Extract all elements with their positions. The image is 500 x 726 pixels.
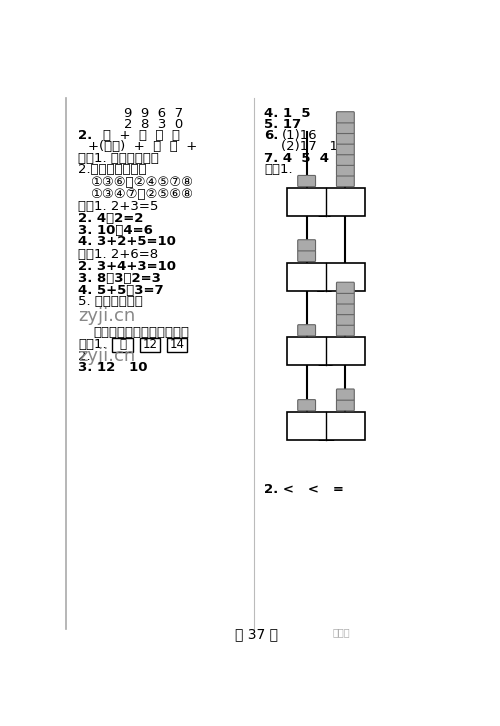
Text: 2.: 2. bbox=[78, 129, 92, 142]
Text: 9  9  6  7: 9 9 6 7 bbox=[124, 107, 184, 121]
Text: 个: 个 bbox=[342, 272, 348, 282]
Text: －  +  －  －  －: － + － － － bbox=[103, 129, 180, 142]
Text: ①③④⑦、②⑤⑥⑧: ①③④⑦、②⑤⑥⑧ bbox=[90, 188, 192, 201]
Text: 2. 3+4+3=10: 2. 3+4+3=10 bbox=[78, 260, 176, 273]
FancyBboxPatch shape bbox=[298, 176, 316, 187]
Text: 四: 四 bbox=[119, 338, 126, 351]
Text: zyji.cn: zyji.cn bbox=[78, 307, 135, 325]
Bar bbox=[287, 263, 365, 290]
Text: 四、1. 自己连一连。: 四、1. 自己连一连。 bbox=[78, 152, 159, 166]
Text: 个: 个 bbox=[342, 346, 348, 356]
Text: 十: 十 bbox=[304, 346, 310, 356]
Text: 答案圈: 答案圈 bbox=[332, 627, 350, 637]
Text: 2. 4－2=2: 2. 4－2=2 bbox=[78, 212, 144, 225]
FancyBboxPatch shape bbox=[298, 250, 316, 261]
FancyBboxPatch shape bbox=[298, 399, 316, 411]
Text: zyji.cn: zyji.cn bbox=[78, 347, 135, 365]
FancyBboxPatch shape bbox=[336, 133, 354, 144]
Text: 3. 12   10: 3. 12 10 bbox=[78, 362, 148, 374]
FancyBboxPatch shape bbox=[336, 144, 354, 155]
FancyBboxPatch shape bbox=[336, 389, 354, 400]
FancyBboxPatch shape bbox=[336, 154, 354, 166]
Text: 2  8  3  0: 2 8 3 0 bbox=[124, 118, 184, 131]
Text: 个: 个 bbox=[342, 421, 348, 431]
Text: 14: 14 bbox=[170, 338, 184, 351]
FancyBboxPatch shape bbox=[336, 325, 354, 336]
Text: 2.（答案不唯一）: 2.（答案不唯一） bbox=[78, 163, 146, 176]
Text: 十: 十 bbox=[304, 272, 310, 282]
Text: 20: 20 bbox=[316, 281, 336, 295]
Text: 十: 十 bbox=[304, 421, 310, 431]
FancyBboxPatch shape bbox=[298, 240, 316, 251]
Bar bbox=[140, 338, 160, 352]
Text: 4. 3+2+5=10: 4. 3+2+5=10 bbox=[78, 235, 176, 248]
FancyBboxPatch shape bbox=[336, 176, 354, 187]
Text: 6.: 6. bbox=[264, 129, 278, 142]
Text: 12: 12 bbox=[142, 338, 157, 351]
Text: 个: 个 bbox=[342, 197, 348, 207]
Text: 4. 1  5: 4. 1 5 bbox=[264, 107, 310, 121]
Text: ①③⑥、②④⑤⑦⑧: ①③⑥、②④⑤⑦⑧ bbox=[90, 176, 192, 189]
Text: (2)17   13: (2)17 13 bbox=[282, 140, 347, 153]
FancyBboxPatch shape bbox=[336, 303, 354, 314]
Bar bbox=[166, 338, 187, 352]
Text: 二、1.: 二、1. bbox=[264, 163, 292, 176]
Bar bbox=[287, 188, 365, 216]
Text: 十: 十 bbox=[304, 197, 310, 207]
FancyBboxPatch shape bbox=[336, 123, 354, 134]
Bar bbox=[112, 338, 132, 352]
Text: (1)16: (1)16 bbox=[282, 129, 317, 142]
Text: 17: 17 bbox=[316, 206, 336, 220]
FancyBboxPatch shape bbox=[336, 165, 354, 176]
FancyBboxPatch shape bbox=[336, 314, 354, 325]
Text: 2. <   <   =: 2. < < = bbox=[264, 483, 344, 496]
Text: 12: 12 bbox=[316, 430, 336, 444]
Text: 一、1.: 一、1. bbox=[78, 338, 106, 351]
Bar bbox=[287, 337, 365, 365]
Text: 3. 8－3－2=3: 3. 8－3－2=3 bbox=[78, 272, 161, 285]
Bar bbox=[287, 412, 365, 440]
FancyBboxPatch shape bbox=[336, 293, 354, 304]
Text: 六、1. 2+6=8: 六、1. 2+6=8 bbox=[78, 248, 158, 261]
FancyBboxPatch shape bbox=[336, 399, 354, 411]
Text: 五、1. 2+3=5: 五、1. 2+3=5 bbox=[78, 200, 158, 213]
Text: +(或－)  +  －  －  +: +(或－) + － － + bbox=[88, 140, 197, 153]
Text: 2.: 2. bbox=[78, 349, 90, 362]
Text: 第五、六单元综合素养评价: 第五、六单元综合素养评价 bbox=[94, 326, 190, 339]
Text: － 37 －: － 37 － bbox=[235, 627, 278, 641]
FancyBboxPatch shape bbox=[336, 282, 354, 293]
Text: 15: 15 bbox=[316, 355, 336, 369]
Text: 5. 17: 5. 17 bbox=[264, 118, 301, 131]
FancyBboxPatch shape bbox=[298, 325, 316, 336]
Text: 5. 自己画一画。: 5. 自己画一画。 bbox=[78, 295, 143, 309]
Text: 4. 5+5－3=7: 4. 5+5－3=7 bbox=[78, 284, 164, 296]
Text: 3. 10－4=6: 3. 10－4=6 bbox=[78, 224, 153, 237]
Text: 7. 4  5  4  5: 7. 4 5 4 5 bbox=[264, 152, 347, 166]
FancyBboxPatch shape bbox=[336, 112, 354, 123]
